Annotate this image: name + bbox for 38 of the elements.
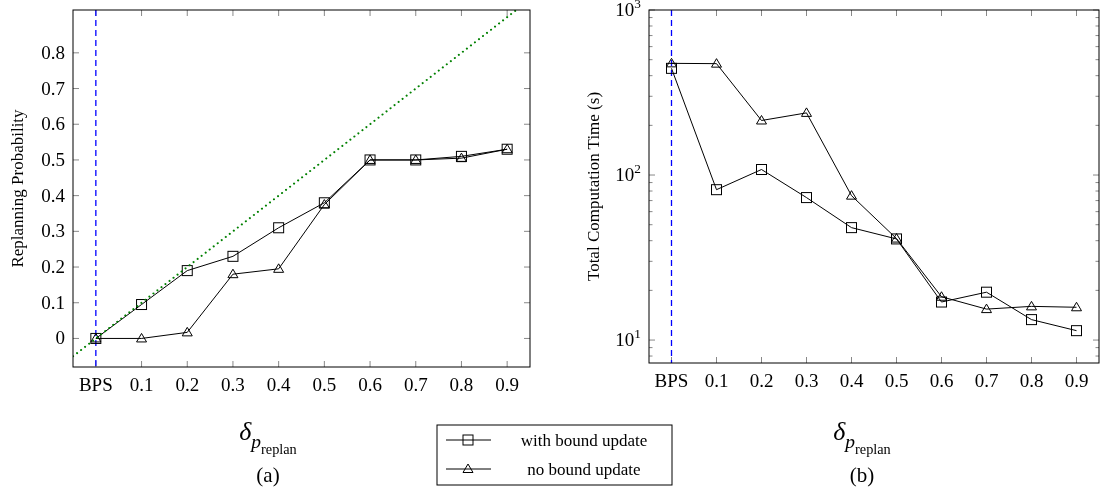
x-tick-label: 0.3 — [794, 370, 819, 391]
x-tick-label: 0.4 — [839, 370, 864, 391]
x-tick-label: 0.1 — [129, 374, 154, 395]
x-tick-label: 0.7 — [403, 374, 428, 395]
x-tick-label: 0.2 — [175, 374, 200, 395]
y-tick-label: 0.8 — [41, 41, 65, 63]
x-tick-label: 0.7 — [974, 370, 999, 391]
y-axis-title: Total Computation Time (s) — [584, 91, 603, 282]
x-tick-label: BPS — [78, 374, 113, 395]
x-tick-label: BPS — [654, 370, 689, 391]
y-tick-label: 0.6 — [41, 113, 65, 135]
y-tick-label: 0.1 — [41, 291, 65, 313]
x-tick-label: 0.6 — [929, 370, 954, 391]
y-tick-label: 0.4 — [41, 184, 66, 206]
x-tick-label: 0.9 — [1064, 370, 1089, 391]
text: (b) — [849, 463, 875, 487]
y-tick-label: 10$^{3}$ — [615, 0, 642, 20]
x-tick-label: 0.9 — [495, 374, 520, 395]
text: (a) — [256, 463, 280, 487]
y-axis-title: Replanning Probability — [8, 108, 27, 268]
y-tick-label: 0 — [55, 327, 65, 349]
x-tick-label: 0.4 — [266, 374, 292, 395]
y-tick-label: 0.3 — [41, 220, 65, 242]
x-tick-label: 0.5 — [884, 370, 909, 391]
x-tick-label: 0.2 — [749, 370, 774, 391]
y-tick-label: 10$^{1}$ — [615, 326, 641, 351]
legend-label: with bound update — [520, 431, 648, 450]
y-tick-label: 0.2 — [41, 256, 65, 278]
x-tick-label: 0.8 — [1019, 370, 1044, 391]
y-tick-label: 0.5 — [41, 148, 65, 170]
y-tick-label: 10$^{2}$ — [615, 161, 641, 186]
legend-label: no bound update — [527, 460, 641, 479]
x-tick-label: 0.1 — [704, 370, 729, 391]
y-tick-label: 0.7 — [41, 77, 65, 99]
x-tick-label: 0.8 — [449, 374, 474, 395]
x-tick-label: 0.5 — [312, 374, 337, 395]
x-tick-label: 0.3 — [221, 374, 245, 395]
x-tick-label: 0.6 — [358, 374, 382, 395]
